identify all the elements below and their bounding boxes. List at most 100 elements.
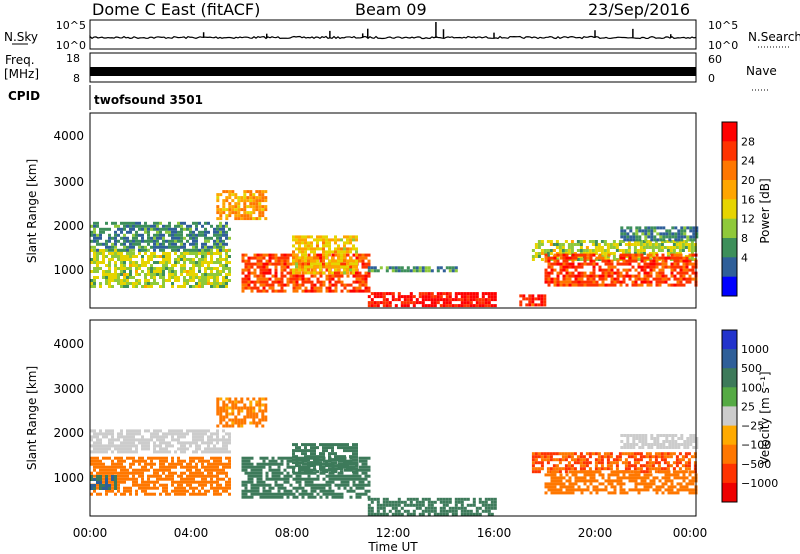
velocity-echo-cell xyxy=(228,435,231,439)
power-echo-cell xyxy=(636,243,640,246)
power-echo-cell xyxy=(153,233,156,237)
velocity-echo-cell xyxy=(361,459,365,463)
velocity-echo-cell xyxy=(644,437,648,440)
power-echo-cell xyxy=(586,253,590,257)
velocity-echo-cell xyxy=(685,482,689,486)
cpid-text: twofsound 3501 xyxy=(94,93,203,107)
power-echo-cell xyxy=(328,268,331,272)
power-echo-cell xyxy=(108,285,111,288)
power-echo-cell xyxy=(210,255,213,258)
velocity-echo-cell xyxy=(328,468,332,472)
power-echo-cell xyxy=(261,196,265,200)
velocity-echo-cell xyxy=(667,470,671,474)
velocity-echo-cell xyxy=(207,468,210,472)
velocity-echo-cell xyxy=(691,470,695,474)
velocity-echo-cell xyxy=(117,456,120,460)
power-y-tick-4000: 4000 xyxy=(53,129,84,143)
power-echo-cell xyxy=(96,239,99,243)
power-echo-cell xyxy=(93,224,96,228)
colorbar-swatch xyxy=(722,349,737,369)
power-echo-cell xyxy=(688,268,692,272)
power-echo-cell xyxy=(322,271,325,275)
velocity-echo-cell xyxy=(325,461,328,465)
power-echo-cell xyxy=(601,280,605,284)
power-echo-cell xyxy=(322,244,325,248)
velocity-echo-cell xyxy=(606,461,610,465)
power-echo-cell xyxy=(625,259,629,263)
power-echo-cell xyxy=(689,229,693,233)
velocity-echo-cell xyxy=(264,406,268,410)
power-echo-cell xyxy=(189,233,192,237)
power-echo-cell xyxy=(682,262,686,266)
power-echo-cell xyxy=(622,277,626,281)
velocity-echo-cell xyxy=(210,483,213,487)
velocity-echo-cell xyxy=(676,476,680,480)
power-echo-cell xyxy=(645,240,649,243)
power-echo-cell xyxy=(225,279,228,282)
power-echo-cell xyxy=(658,271,662,275)
velocity-echo-cell xyxy=(367,483,371,487)
velocity-echo-cell xyxy=(222,415,226,419)
power-echo-cell xyxy=(289,271,293,275)
power-echo-cell xyxy=(577,262,581,266)
power-echo-cell xyxy=(358,256,362,260)
power-echo-cell xyxy=(355,277,359,281)
power-echo-cell xyxy=(570,249,574,252)
power-echo-cell xyxy=(204,248,207,252)
velocity-echo-cell xyxy=(394,509,398,513)
velocity-echo-cell xyxy=(277,489,281,493)
velocity-echo-cell xyxy=(171,462,174,466)
power-echo-cell xyxy=(189,273,192,276)
velocity-echo-cell xyxy=(102,435,105,439)
power-echo-cell xyxy=(406,301,410,305)
velocity-echo-cell xyxy=(168,462,171,466)
power-echo-cell xyxy=(364,274,368,278)
velocity-echo-cell xyxy=(328,446,331,450)
velocity-echo-cell xyxy=(96,486,99,490)
velocity-echo-cell xyxy=(352,449,355,453)
power-echo-cell xyxy=(472,298,476,302)
velocity-echo-cell xyxy=(159,429,162,433)
velocity-echo-cell xyxy=(195,438,198,442)
velocity-echo-cell xyxy=(301,461,304,465)
velocity-echo-cell xyxy=(105,471,108,475)
power-echo-cell xyxy=(120,255,123,258)
velocity-echo-cell xyxy=(162,483,165,487)
power-echo-cell xyxy=(475,292,479,296)
velocity-echo-cell xyxy=(582,467,586,471)
velocity-echo-cell xyxy=(343,468,347,472)
power-echo-cell xyxy=(559,283,563,287)
power-echo-cell xyxy=(108,270,111,273)
colorbar-swatch xyxy=(722,463,737,484)
velocity-echo-cell xyxy=(340,446,343,450)
velocity-echo-cell xyxy=(138,429,141,433)
velocity-echo-cell xyxy=(153,462,156,466)
power-echo-cell xyxy=(601,277,605,281)
velocity-echo-cell xyxy=(174,465,177,469)
power-echo-cell xyxy=(162,276,165,279)
power-echo-cell xyxy=(487,295,491,299)
power-echo-cell xyxy=(177,236,180,240)
power-echo-cell xyxy=(652,256,656,260)
power-echo-cell xyxy=(228,255,231,258)
power-echo-cell xyxy=(129,245,132,249)
velocity-echo-cell xyxy=(280,471,284,475)
power-echo-cell xyxy=(547,274,551,278)
velocity-echo-cell xyxy=(671,434,675,437)
velocity-echo-cell xyxy=(253,468,257,472)
velocity-echo-cell xyxy=(549,455,553,459)
power-echo-cell xyxy=(132,233,135,237)
velocity-echo-cell xyxy=(686,446,690,449)
power-echo-cell xyxy=(646,265,650,269)
power-echo-cell xyxy=(192,261,195,264)
power-echo-cell xyxy=(628,256,632,260)
power-echo-cell xyxy=(201,230,204,234)
velocity-echo-cell xyxy=(304,483,308,487)
velocity-echo-cell xyxy=(598,473,602,477)
velocity-echo-cell xyxy=(600,467,604,471)
velocity-echo-cell xyxy=(271,474,275,478)
power-echo-cell xyxy=(183,252,186,255)
velocity-echo-cell xyxy=(156,432,159,436)
power-y-tick-3000: 3000 xyxy=(53,175,84,189)
velocity-echo-cell xyxy=(126,432,129,436)
